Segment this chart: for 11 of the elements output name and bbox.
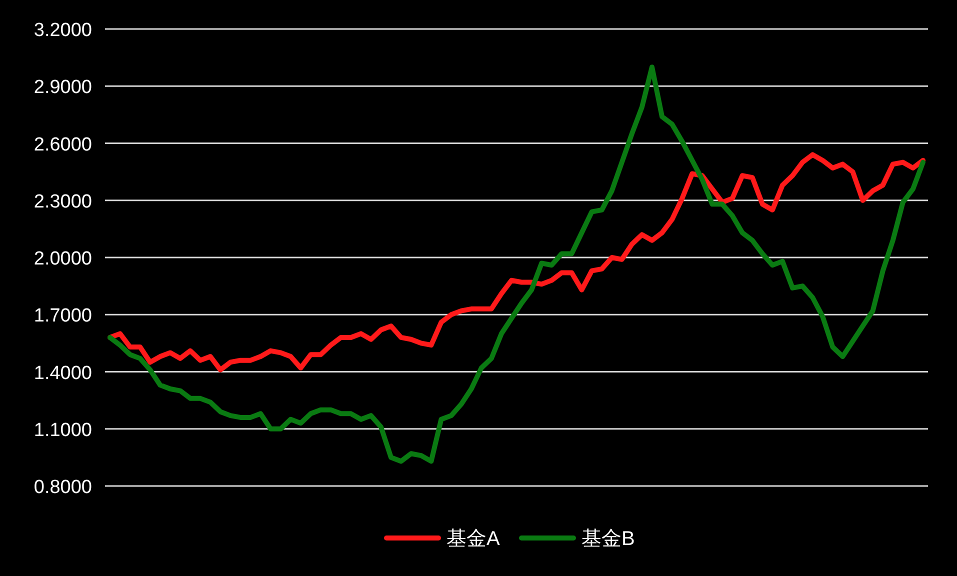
y-tick-label: 1.4000	[34, 362, 92, 384]
y-tick-label: 2.9000	[34, 77, 92, 98]
y-tick-label: 1.7000	[34, 306, 92, 327]
y-tick-label: 2.6000	[34, 134, 92, 156]
y-tick-label: 2.3000	[34, 191, 92, 212]
legend-label: 基金B	[582, 528, 635, 550]
y-tick-label: 3.2000	[34, 20, 92, 41]
y-tick-label: 1.1000	[34, 420, 92, 441]
y-tick-label: 0.8000	[34, 477, 92, 498]
legend-label: 基金A	[446, 528, 500, 550]
y-tick-label: 2.0000	[34, 248, 92, 270]
